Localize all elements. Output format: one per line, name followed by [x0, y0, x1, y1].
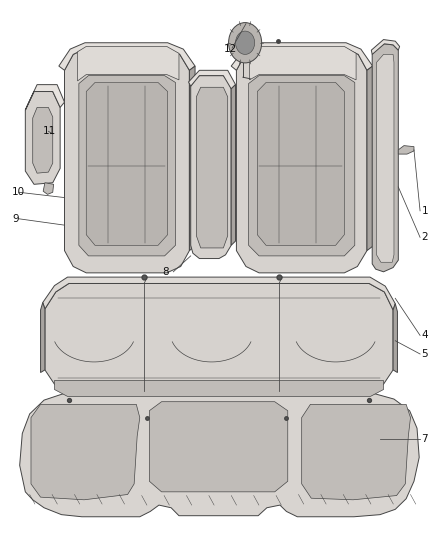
Polygon shape — [393, 304, 397, 373]
Polygon shape — [398, 146, 414, 154]
Polygon shape — [302, 405, 410, 500]
Polygon shape — [78, 46, 179, 81]
Polygon shape — [25, 85, 64, 110]
Circle shape — [236, 31, 254, 54]
Text: 5: 5 — [421, 349, 428, 359]
Polygon shape — [43, 277, 395, 310]
Text: 8: 8 — [162, 267, 169, 277]
Polygon shape — [250, 46, 356, 80]
Polygon shape — [64, 48, 189, 273]
Text: 10: 10 — [12, 187, 25, 197]
Polygon shape — [149, 402, 288, 492]
Polygon shape — [33, 108, 53, 173]
Text: 1: 1 — [421, 206, 428, 216]
Text: 2: 2 — [421, 232, 428, 243]
Text: 11: 11 — [43, 126, 56, 136]
Text: 4: 4 — [421, 330, 428, 341]
Polygon shape — [249, 76, 355, 256]
Polygon shape — [86, 83, 168, 245]
Polygon shape — [20, 394, 419, 517]
Polygon shape — [237, 48, 367, 273]
Text: 9: 9 — [12, 214, 19, 224]
Polygon shape — [257, 83, 344, 245]
Polygon shape — [371, 39, 399, 54]
Polygon shape — [231, 43, 373, 70]
Text: 12: 12 — [223, 44, 237, 54]
Polygon shape — [25, 92, 60, 184]
Text: 7: 7 — [421, 434, 428, 444]
Polygon shape — [377, 54, 394, 262]
Polygon shape — [31, 405, 140, 500]
Polygon shape — [79, 76, 176, 256]
Polygon shape — [196, 87, 228, 248]
Circle shape — [229, 22, 261, 63]
Polygon shape — [54, 381, 384, 397]
Polygon shape — [43, 183, 53, 195]
Polygon shape — [189, 66, 195, 251]
Polygon shape — [367, 66, 373, 251]
Polygon shape — [188, 70, 236, 89]
Polygon shape — [191, 76, 231, 259]
Polygon shape — [231, 85, 236, 245]
Polygon shape — [41, 303, 45, 373]
Polygon shape — [372, 44, 398, 272]
Polygon shape — [45, 284, 393, 391]
Polygon shape — [59, 43, 195, 70]
